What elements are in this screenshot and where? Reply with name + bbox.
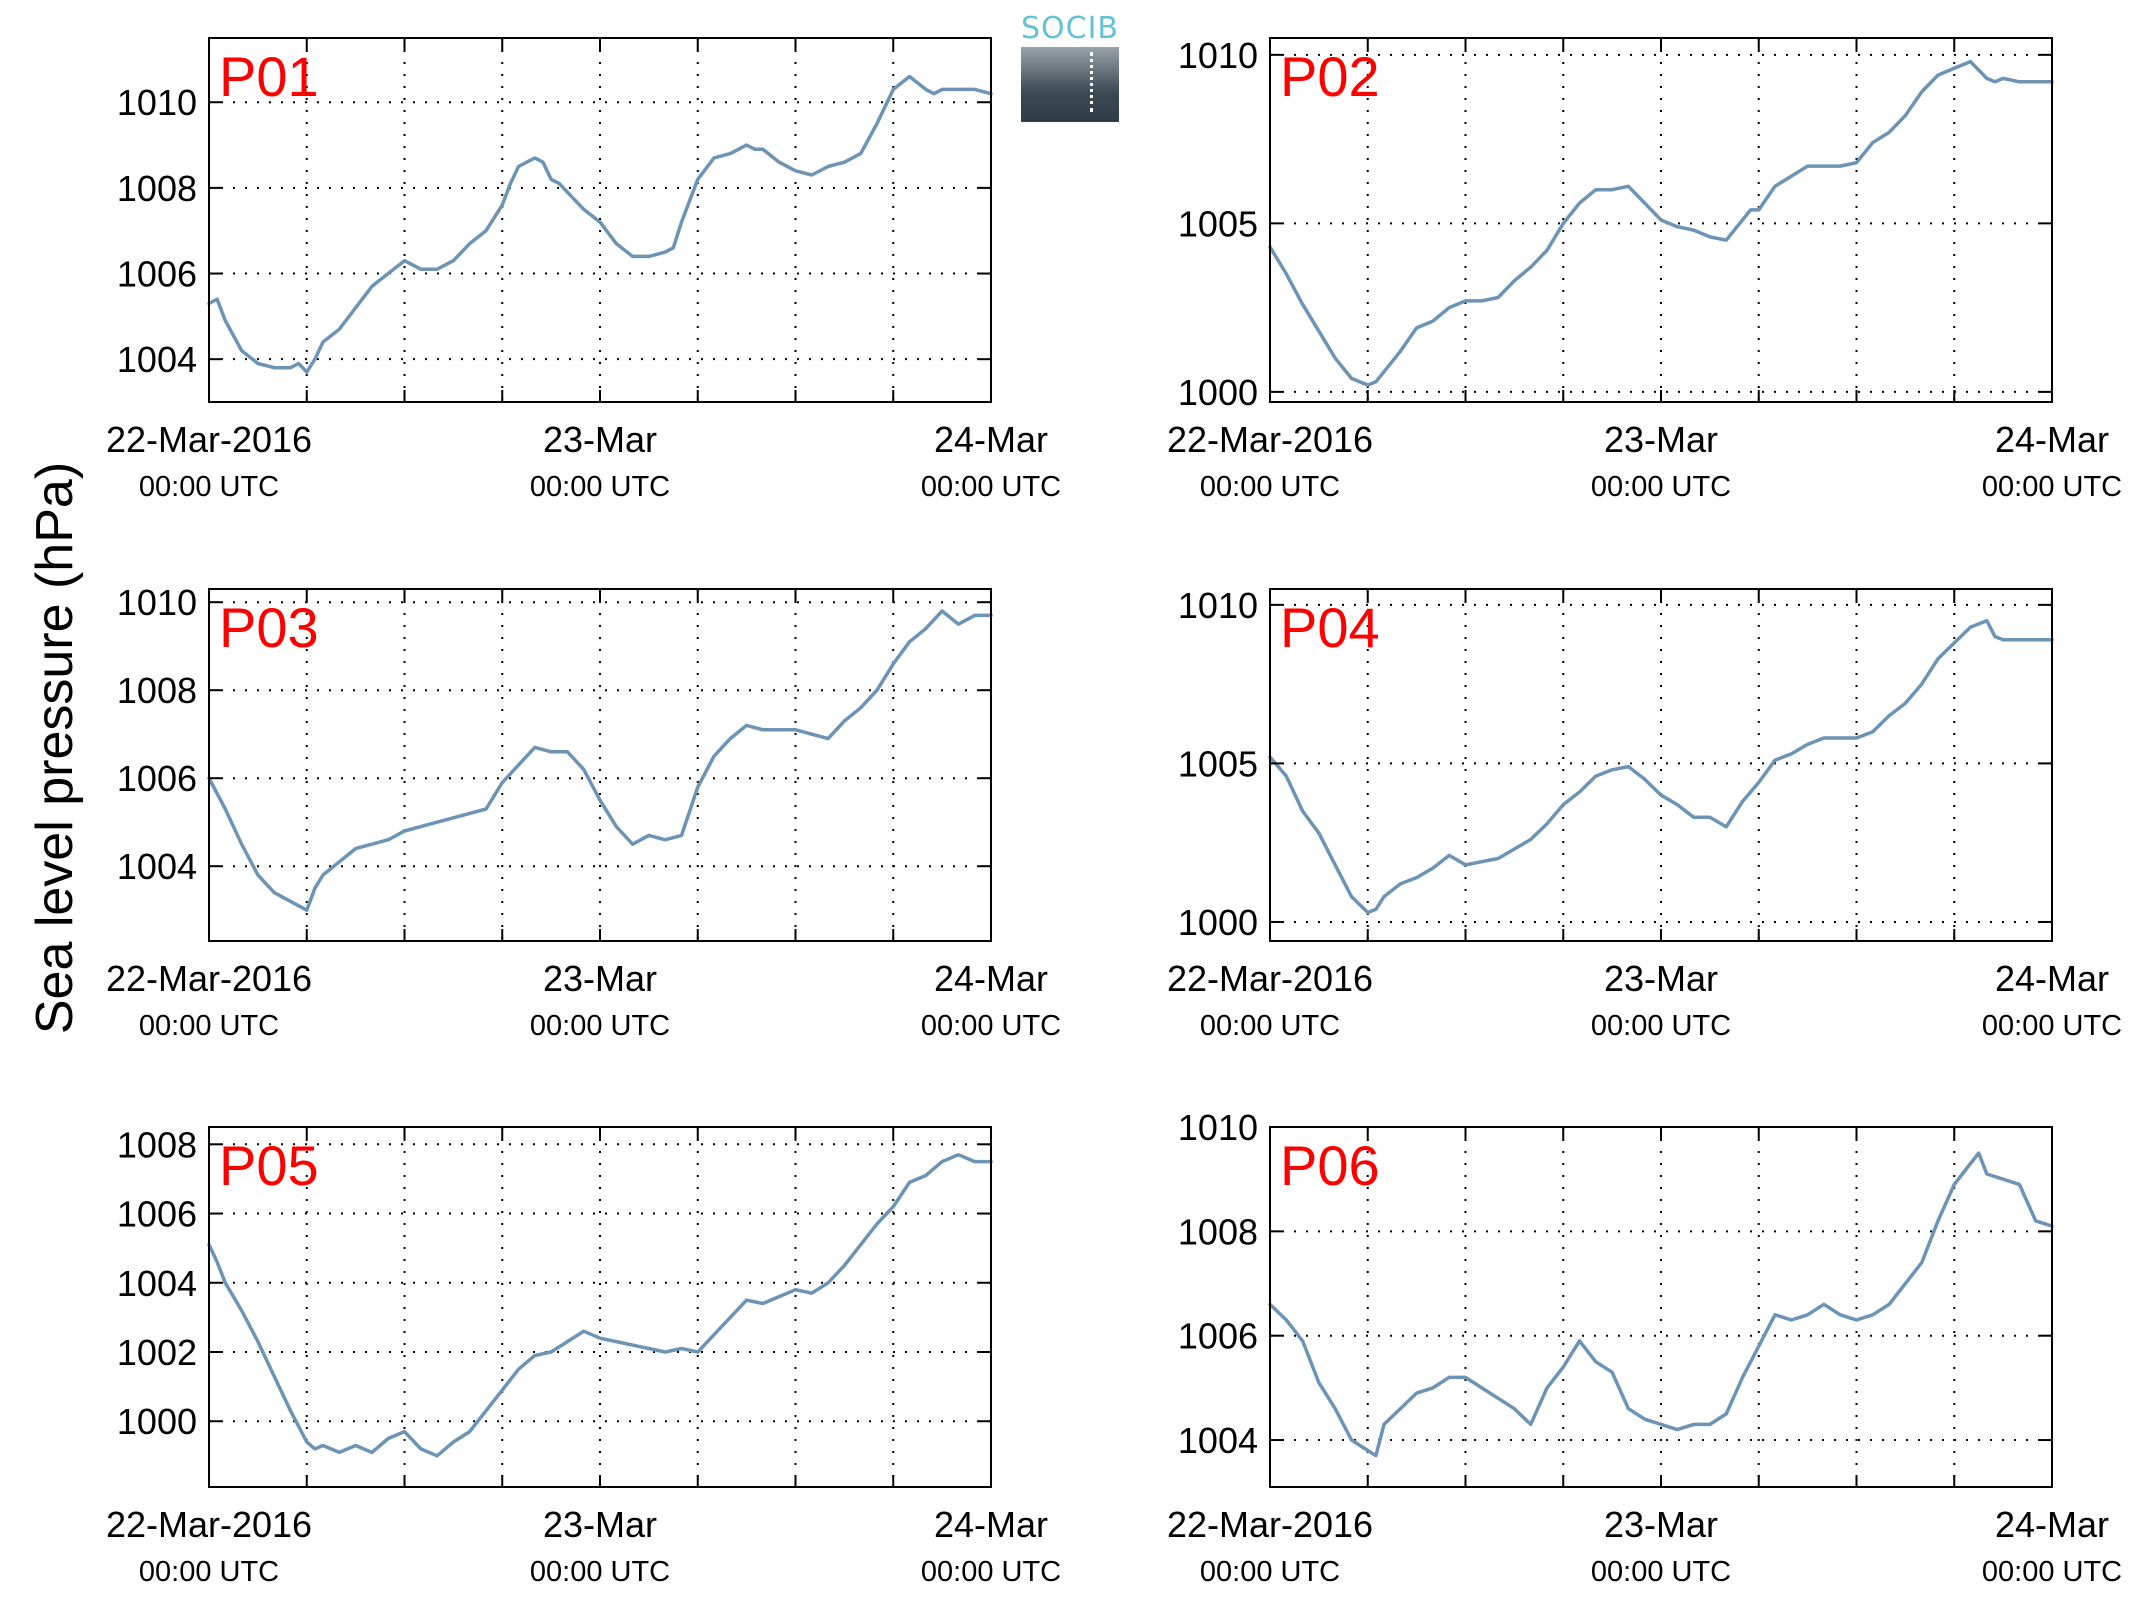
axes-frame <box>1269 588 2053 942</box>
logo-mark <box>1021 47 1119 122</box>
y-tick-label: 1000 <box>1178 902 1258 943</box>
panel-label: P03 <box>219 596 319 659</box>
x-tick-sublabel: 00:00 UTC <box>530 471 670 503</box>
series-line <box>207 74 993 374</box>
x-tick-sublabel: 00:00 UTC <box>1591 1556 1731 1588</box>
x-tick-label: 24-Mar <box>1995 419 2109 460</box>
series-line <box>1268 1151 2054 1458</box>
x-tick-label: 23-Mar <box>1604 419 1718 460</box>
y-tick-label: 1004 <box>117 1263 197 1304</box>
panel-p05: 1000 1002 1004 1006 1008 22-Mar-2016 00:00 UTC… <box>106 1124 1061 1588</box>
axes-frame <box>208 588 992 942</box>
series-line <box>207 609 993 912</box>
y-tick-label: 1008 <box>117 670 197 711</box>
x-tick-sublabel: 00:00 UTC <box>530 1556 670 1588</box>
y-tick-label: 1008 <box>117 168 197 209</box>
y-tick-label: 1005 <box>1178 203 1258 244</box>
y-axis-label: Sea level pressure (hPa) <box>26 462 84 1034</box>
x-tick-label: 23-Mar <box>1604 1504 1718 1545</box>
series-line <box>1268 59 2054 387</box>
x-tick-label: 24-Mar <box>1995 958 2109 999</box>
y-tick-label: 1005 <box>1178 743 1258 784</box>
x-tick-label: 22-Mar-2016 <box>106 419 312 460</box>
x-tick-sublabel: 00:00 UTC <box>139 471 279 503</box>
y-tick-label: 1006 <box>1178 1316 1258 1357</box>
series-line <box>1268 618 2054 915</box>
panel-p02: 1000 1005 1010 22-Mar-2016 00:00 UTC 23-Mar 00… <box>1167 35 2122 503</box>
panel-label: P01 <box>219 45 319 108</box>
panel-p01: 1004 1006 1008 1010 22-Mar-2016 00:00 UTC 23-M… <box>106 37 1061 503</box>
panel-label: P05 <box>219 1134 319 1197</box>
panel-label: P02 <box>1280 45 1380 108</box>
x-tick-sublabel: 00:00 UTC <box>1591 471 1731 503</box>
y-tick-label: 1010 <box>117 82 197 123</box>
y-tick-label: 1008 <box>1178 1211 1258 1252</box>
x-tick-sublabel: 00:00 UTC <box>921 1556 1061 1588</box>
x-tick-sublabel: 00:00 UTC <box>1200 1010 1340 1042</box>
y-tick-label: 1006 <box>117 254 197 295</box>
panel-label: P04 <box>1280 596 1380 659</box>
x-tick-label: 24-Mar <box>934 958 1048 999</box>
x-tick-sublabel: 00:00 UTC <box>1982 471 2122 503</box>
panels: 1004 1006 1008 1010 22-Mar-2016 00:00 UTC 23-M… <box>106 35 2122 1588</box>
y-tick-label: 1006 <box>117 758 197 799</box>
y-tick-label: 1008 <box>117 1124 197 1165</box>
panel-p03: 1004 1006 1008 1010 22-Mar-2016 00:00 UTC 23-M… <box>106 582 1061 1042</box>
x-tick-label: 24-Mar <box>934 419 1048 460</box>
series-line <box>207 1152 993 1458</box>
x-tick-label: 23-Mar <box>543 958 657 999</box>
y-tick-label: 1010 <box>117 582 197 623</box>
x-tick-sublabel: 00:00 UTC <box>1200 1556 1340 1588</box>
logo-text: SOCIB <box>1020 11 1120 46</box>
x-tick-sublabel: 00:00 UTC <box>1200 471 1340 503</box>
x-tick-label: 23-Mar <box>543 419 657 460</box>
y-tick-label: 1010 <box>1178 35 1258 76</box>
x-tick-label: 24-Mar <box>934 1504 1048 1545</box>
y-tick-label: 1010 <box>1178 1107 1258 1148</box>
x-tick-sublabel: 00:00 UTC <box>1591 1010 1731 1042</box>
x-tick-label: 22-Mar-2016 <box>106 1504 312 1545</box>
panel-p06: 1004 1006 1008 1010 22-Mar-2016 00:00 UTC 23-M… <box>1167 1107 2122 1588</box>
y-tick-label: 1004 <box>1178 1420 1258 1461</box>
x-tick-label: 22-Mar-2016 <box>106 958 312 999</box>
x-tick-label: 23-Mar <box>1604 958 1718 999</box>
y-tick-label: 1004 <box>117 339 197 380</box>
x-tick-sublabel: 00:00 UTC <box>921 471 1061 503</box>
x-tick-sublabel: 00:00 UTC <box>921 1010 1061 1042</box>
y-tick-label: 1000 <box>1178 372 1258 413</box>
y-tick-label: 1006 <box>117 1194 197 1235</box>
x-tick-label: 22-Mar-2016 <box>1167 419 1373 460</box>
y-tick-label: 1000 <box>117 1401 197 1442</box>
x-tick-label: 23-Mar <box>543 1504 657 1545</box>
y-tick-label: 1002 <box>117 1332 197 1373</box>
x-tick-sublabel: 00:00 UTC <box>139 1010 279 1042</box>
x-tick-label: 22-Mar-2016 <box>1167 1504 1373 1545</box>
x-tick-sublabel: 00:00 UTC <box>530 1010 670 1042</box>
x-tick-label: 24-Mar <box>1995 1504 2109 1545</box>
y-tick-label: 1004 <box>117 846 197 887</box>
logo-dots <box>1090 52 1093 112</box>
panel-label: P06 <box>1280 1134 1380 1197</box>
x-tick-sublabel: 00:00 UTC <box>1982 1010 2122 1042</box>
socib-logo: SOCIB <box>1018 12 1122 122</box>
x-tick-label: 22-Mar-2016 <box>1167 958 1373 999</box>
x-tick-sublabel: 00:00 UTC <box>1982 1556 2122 1588</box>
panel-p04: 1000 1005 1010 22-Mar-2016 00:00 UTC 23-Mar 00… <box>1167 585 2122 1042</box>
x-tick-sublabel: 00:00 UTC <box>139 1556 279 1588</box>
y-tick-label: 1010 <box>1178 585 1258 626</box>
